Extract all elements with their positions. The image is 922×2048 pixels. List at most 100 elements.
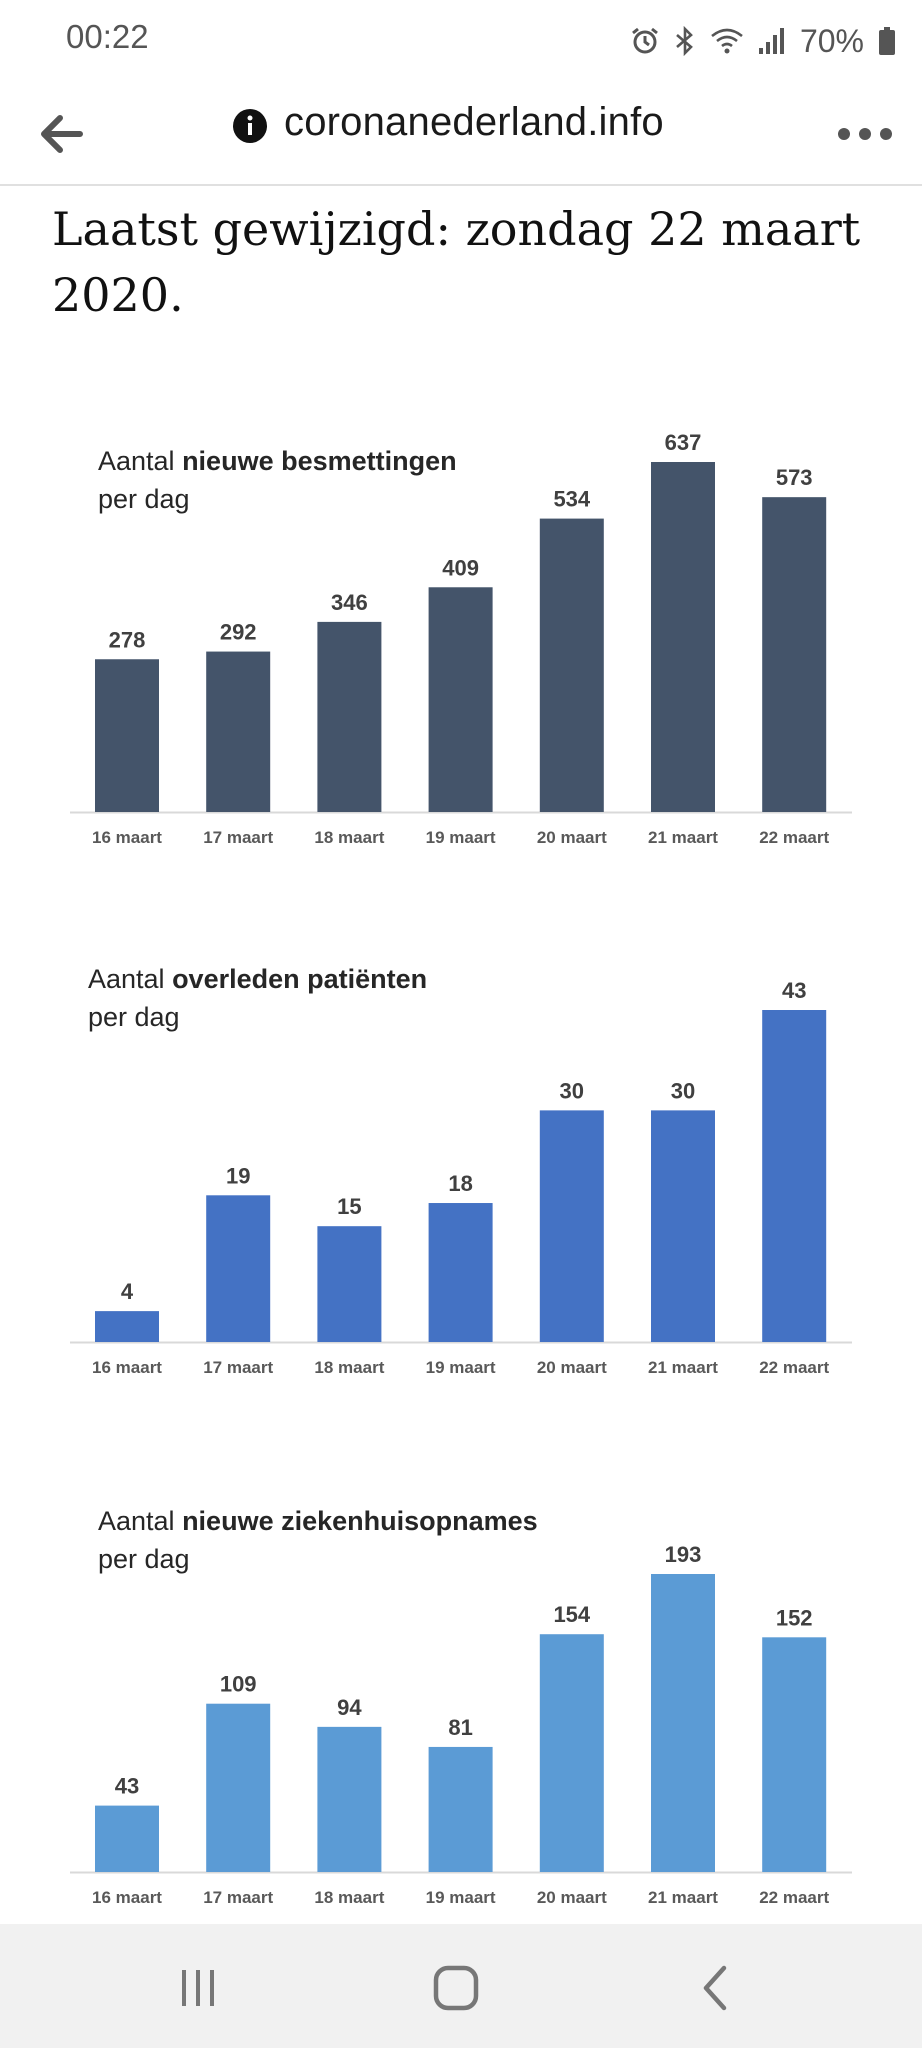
chart-title: Aantal overleden patiënten per dag [88, 960, 427, 1036]
x-tick-label: 17 maart [203, 1888, 273, 1907]
chart-title-bold: overleden patiënten [172, 964, 428, 994]
chart-hospitalizations: Aantal nieuwe ziekenhuisopnames per dag … [0, 1480, 922, 1960]
data-label: 573 [776, 465, 813, 490]
data-label: 278 [109, 627, 146, 652]
x-tick-label: 18 maart [314, 828, 384, 847]
bar [95, 1311, 159, 1342]
x-tick-label: 17 maart [203, 1358, 273, 1377]
bar [651, 1574, 715, 1872]
chart-title: Aantal nieuwe besmettingen per dag [98, 442, 457, 518]
nav-back-button[interactable] [686, 1958, 746, 2018]
data-label: 30 [671, 1078, 695, 1103]
chart-title-prefix: Aantal [88, 964, 173, 994]
bluetooth-icon [674, 26, 696, 56]
status-bar: 00:22 70% [0, 0, 922, 84]
x-tick-label: 20 maart [537, 1358, 607, 1377]
data-label: 109 [220, 1672, 257, 1697]
recent-apps-icon [182, 1970, 214, 2006]
x-tick-label: 21 maart [648, 828, 718, 847]
data-label: 30 [560, 1078, 584, 1103]
browser-address-bar: coronanederland.info [0, 84, 922, 186]
bar [317, 1726, 382, 1872]
chart-title-prefix: Aantal [98, 1506, 183, 1536]
home-icon [433, 1965, 479, 2011]
data-label: 81 [448, 1715, 472, 1740]
data-label: 15 [337, 1194, 361, 1219]
x-tick-label: 21 maart [648, 1358, 718, 1377]
more-menu-button[interactable] [830, 110, 900, 158]
battery-percentage: 70% [799, 22, 864, 59]
bar [206, 1703, 271, 1872]
home-button[interactable] [426, 1958, 486, 2018]
x-tick-label: 22 maart [759, 1888, 829, 1907]
info-icon [233, 109, 267, 143]
battery-icon [878, 26, 896, 56]
data-label: 154 [553, 1602, 590, 1627]
x-tick-label: 17 maart [203, 828, 273, 847]
x-tick-label: 19 maart [426, 1888, 496, 1907]
chart-deaths: Aantal overleden patiënten per dag 4 16 m… [0, 950, 922, 1430]
data-label: 409 [442, 555, 479, 580]
wifi-icon [710, 26, 744, 56]
data-label: 4 [121, 1279, 134, 1304]
x-tick-label: 22 maart [759, 1358, 829, 1377]
data-label: 534 [553, 487, 590, 512]
signal-icon [758, 26, 786, 56]
bar [428, 587, 493, 812]
nav-back-icon [703, 1965, 727, 2011]
bar [762, 1010, 827, 1342]
bar [206, 1195, 271, 1342]
bar [206, 651, 271, 812]
chart-svg: 278 16 maart 292 17 maart 346 18 maart 409 19 m… [70, 430, 852, 847]
x-tick-label: 19 maart [426, 828, 496, 847]
chart-title-prefix: Aantal [98, 446, 183, 476]
chart-title-line2: per dag [98, 1544, 190, 1574]
bar [762, 497, 827, 812]
bar [428, 1746, 493, 1872]
back-arrow-icon [41, 115, 83, 153]
data-label: 152 [776, 1605, 813, 1630]
chart-title: Aantal nieuwe ziekenhuisopnames per dag [98, 1502, 538, 1578]
data-label: 94 [337, 1695, 362, 1720]
bar [317, 1226, 382, 1342]
bar [651, 462, 715, 812]
x-tick-label: 16 maart [92, 1888, 162, 1907]
x-tick-label: 16 maart [92, 828, 162, 847]
chart-title-bold: nieuwe besmettingen [182, 446, 457, 476]
data-label: 18 [448, 1171, 472, 1196]
bar [539, 518, 604, 812]
status-time: 00:22 [66, 18, 149, 55]
data-label: 193 [665, 1542, 702, 1567]
status-icons: 70% [630, 18, 896, 64]
bar [95, 1805, 159, 1872]
more-menu-icon [838, 128, 892, 140]
data-label: 43 [115, 1774, 139, 1799]
alarm-icon [630, 26, 660, 56]
chart-title-line2: per dag [98, 484, 190, 514]
bar [428, 1203, 493, 1342]
bar [539, 1634, 604, 1872]
x-tick-label: 18 maart [314, 1358, 384, 1377]
chart-new-infections: Aantal nieuwe besmettingen per dag 278 16… [0, 420, 922, 900]
x-tick-label: 16 maart [92, 1358, 162, 1377]
bar [762, 1637, 827, 1872]
x-tick-label: 20 maart [537, 828, 607, 847]
url-text[interactable]: coronanederland.info [284, 100, 664, 144]
bar [95, 659, 159, 812]
bar [317, 621, 382, 812]
site-info-button[interactable] [232, 108, 268, 144]
x-tick-label: 22 maart [759, 828, 829, 847]
chart-title-bold: nieuwe ziekenhuisopnames [182, 1506, 538, 1536]
data-label: 637 [665, 430, 702, 455]
android-nav-bar [0, 1924, 922, 2048]
x-tick-label: 18 maart [314, 1888, 384, 1907]
data-label: 19 [226, 1163, 250, 1188]
x-tick-label: 21 maart [648, 1888, 718, 1907]
bar [539, 1110, 604, 1342]
bar [651, 1110, 715, 1342]
chart-svg: 4 16 maart 19 17 maart 15 18 maart 18 19 maart 3… [70, 978, 852, 1377]
back-button[interactable] [34, 106, 90, 162]
x-tick-label: 20 maart [537, 1888, 607, 1907]
recent-apps-button[interactable] [168, 1958, 228, 2018]
data-label: 346 [331, 590, 368, 615]
